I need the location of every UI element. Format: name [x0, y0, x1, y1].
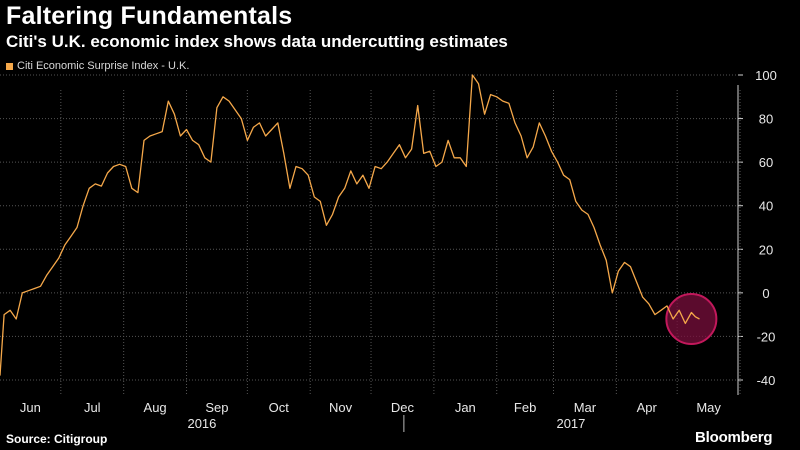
y-tick-label: -40	[757, 373, 776, 388]
x-tick-label: Feb	[514, 400, 536, 415]
x-tick-label: Jul	[84, 400, 101, 415]
x-tick-label: Sep	[205, 400, 228, 415]
legend-label: Citi Economic Surprise Index - U.K.	[17, 60, 190, 72]
y-tick-label: 100	[755, 68, 777, 83]
y-tick-label: 0	[762, 286, 769, 301]
highlight-circle	[665, 293, 718, 345]
bloomberg-logo: Bloomberg	[695, 429, 773, 446]
y-tick-label: 20	[759, 242, 773, 257]
x-tick-label: Jun	[20, 400, 41, 415]
year-label: 2017	[556, 416, 585, 431]
x-tick-label: Dec	[391, 400, 415, 415]
x-tick-label: Jan	[455, 400, 476, 415]
x-tick-label: Oct	[269, 400, 290, 415]
x-tick-label: Nov	[329, 400, 353, 415]
chart-title: Faltering Fundamentals	[6, 2, 293, 30]
series-line	[0, 74, 700, 376]
legend: Citi Economic Surprise Index - U.K.	[6, 60, 189, 72]
x-tick-label: Aug	[144, 400, 167, 415]
y-tick-label: -20	[757, 329, 776, 344]
source-note: Source: Citigroup	[6, 432, 108, 446]
x-tick-label: Apr	[637, 400, 658, 415]
y-tick-label: 80	[759, 112, 773, 127]
x-tick-label: May	[696, 400, 721, 415]
chart-subtitle: Citi's U.K. economic index shows data un…	[6, 32, 508, 51]
y-tick-label: 40	[759, 199, 773, 214]
year-label: 2016	[187, 416, 216, 431]
y-tick-label: 60	[759, 155, 773, 170]
legend-swatch	[6, 62, 13, 70]
x-tick-label: Mar	[574, 400, 597, 415]
